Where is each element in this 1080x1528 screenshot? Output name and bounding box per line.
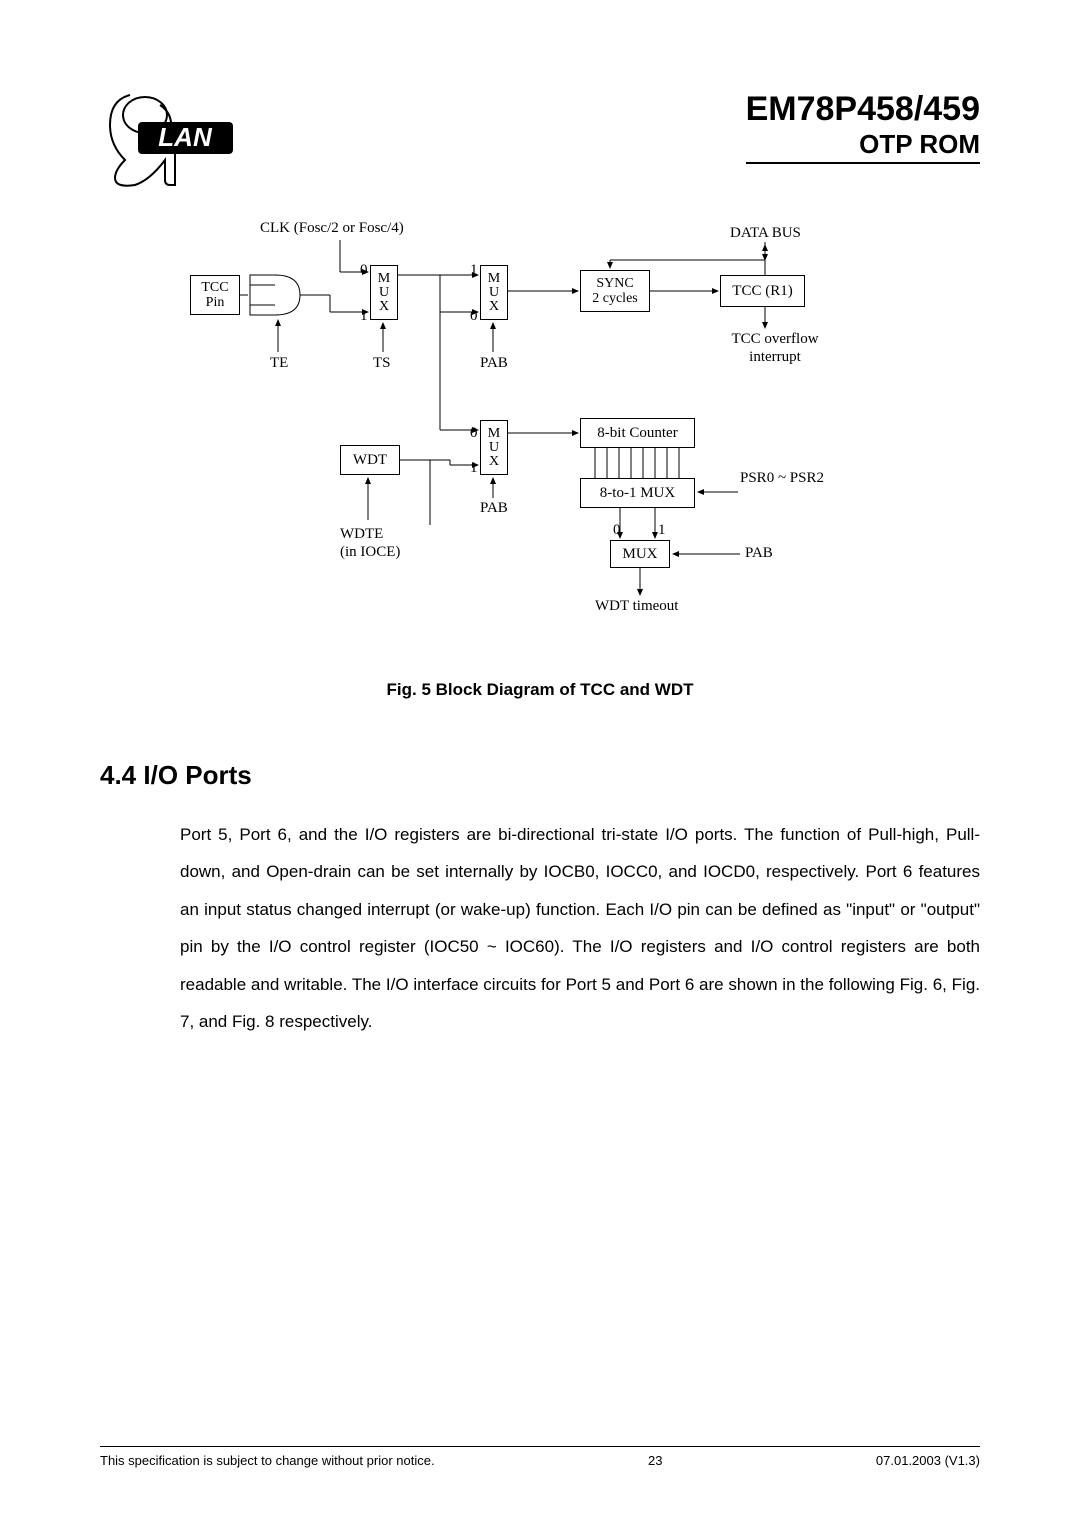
logo: LAN xyxy=(100,90,240,190)
footer-left: This specification is subject to change … xyxy=(100,1453,435,1468)
block-diagram: CLK (Fosc/2 or Fosc/4) DATA BUS TCC Pin … xyxy=(190,220,890,660)
title-sub: OTP ROM xyxy=(746,129,980,164)
footer-right: 07.01.2003 (V1.3) xyxy=(876,1453,980,1468)
figure-caption: Fig. 5 Block Diagram of TCC and WDT xyxy=(100,680,980,700)
title-block: EM78P458/459 OTP ROM xyxy=(746,90,980,164)
footer-center: 23 xyxy=(648,1453,662,1468)
section-heading: 4.4 I/O Ports xyxy=(100,760,980,791)
svg-text:LAN: LAN xyxy=(158,122,213,152)
page-footer: This specification is subject to change … xyxy=(100,1446,980,1468)
page-header: LAN EM78P458/459 OTP ROM xyxy=(100,90,980,190)
title-main: EM78P458/459 xyxy=(746,90,980,129)
body-paragraph: Port 5, Port 6, and the I/O registers ar… xyxy=(180,816,980,1040)
